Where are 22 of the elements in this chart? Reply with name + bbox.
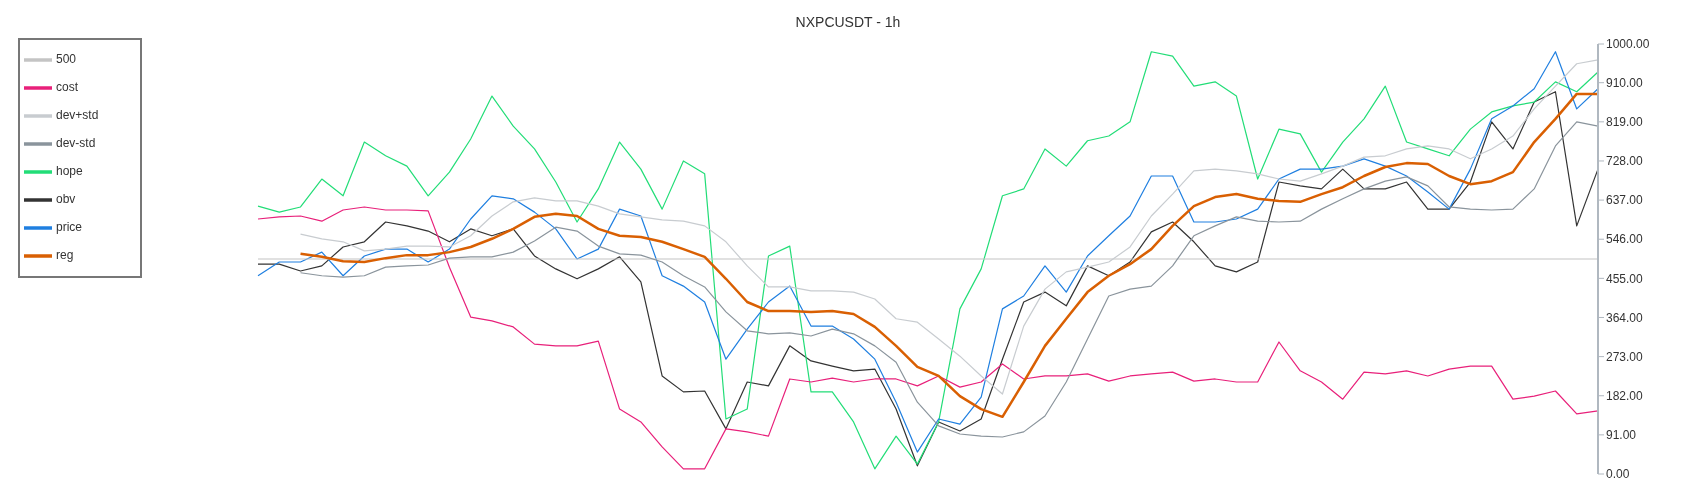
y-tick-label: 273.00 — [1606, 349, 1644, 364]
line-series — [257, 206, 1599, 470]
y-tick-label: 182.00 — [1606, 389, 1644, 403]
y-tick-label: 637.00 — [1606, 193, 1644, 208]
legend-label: hope — [56, 164, 83, 179]
legend-label: reg — [56, 248, 74, 263]
y-tick-label: 728.00 — [1606, 154, 1644, 169]
y-tick-label: 910.00 — [1606, 75, 1644, 90]
legend-label: 500 — [56, 52, 77, 67]
y-tick-label: 546.00 — [1606, 232, 1644, 247]
legend-label: dev-std — [56, 136, 96, 151]
y-tick-label: 364.00 — [1606, 310, 1644, 325]
legend-label: cost — [56, 80, 79, 95]
y-tick-label: 1000.00 — [1606, 37, 1650, 52]
legend-label: price — [56, 220, 83, 235]
y-tick-label: 819.00 — [1606, 115, 1644, 130]
y-tick-label: 455.00 — [1606, 271, 1644, 286]
chart-title: NXPCUSDT - 1h — [794, 14, 902, 30]
legend-label: obv — [56, 192, 76, 207]
y-tick-label: 0.00 — [1606, 467, 1630, 482]
y-tick-label: 91.00 — [1606, 428, 1637, 443]
legend-label: dev+std — [56, 108, 99, 123]
